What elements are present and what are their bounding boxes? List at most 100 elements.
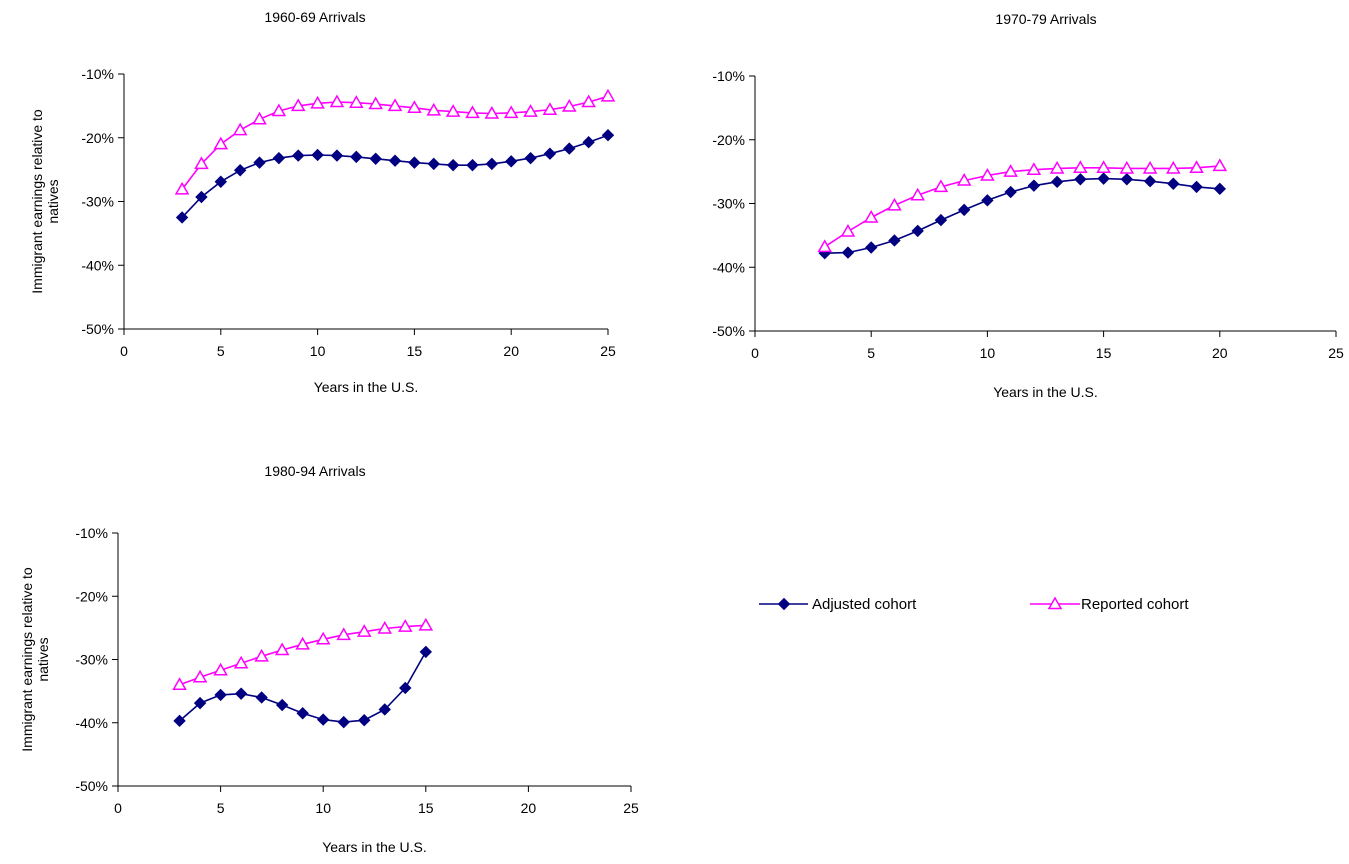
adjusted-point — [296, 707, 309, 720]
reported-point — [1119, 160, 1135, 174]
reported-point — [290, 98, 306, 112]
reported-point — [980, 167, 995, 181]
x-tick-label: 5 — [867, 345, 875, 361]
reported-point — [310, 95, 325, 109]
x-tick-label: 25 — [600, 343, 616, 359]
adjusted-point — [388, 154, 402, 167]
x-tick-label: 20 — [1212, 345, 1228, 361]
y-tick-label: -40% — [81, 257, 114, 273]
legend-reported-label: Reported cohort — [1081, 596, 1189, 613]
adjusted-point — [1004, 185, 1017, 199]
adjusted-point — [934, 213, 948, 227]
reported-point — [407, 100, 422, 114]
y-axis-label: Immigrant earnings relative tonatives — [19, 567, 51, 752]
reported-point — [252, 111, 267, 125]
legend-reported-marker — [1047, 596, 1063, 610]
adjusted-point — [1167, 177, 1180, 190]
x-tick-label: 25 — [623, 800, 639, 816]
y-axis-label: Immigrant earnings relative tonatives — [29, 109, 61, 294]
reported-point — [1166, 160, 1181, 174]
adjusted-point — [582, 136, 595, 149]
adjusted-point — [173, 714, 186, 728]
adjusted-point — [175, 211, 189, 224]
adjusted-point — [292, 149, 305, 162]
adjusted-series-line — [181, 134, 609, 218]
reported-point — [561, 99, 577, 112]
reported-point — [397, 619, 413, 632]
adjusted-point — [311, 148, 324, 162]
reported-point — [484, 106, 500, 119]
x-tick-label: 10 — [980, 345, 996, 361]
adjusted-point — [272, 151, 286, 165]
y-tick-label: -30% — [75, 652, 108, 668]
adjusted-point — [427, 157, 440, 171]
reported-point — [254, 648, 269, 662]
reported-point — [172, 677, 187, 691]
adjusted-point — [485, 157, 499, 171]
reported-series-line — [824, 165, 1220, 248]
reported-point — [910, 187, 925, 201]
reported-point — [1049, 160, 1065, 174]
adjusted-point — [214, 688, 227, 702]
x-tick-label: 5 — [217, 343, 225, 359]
reported-point — [349, 95, 364, 108]
adjusted-point — [233, 164, 247, 177]
adjusted-point — [504, 155, 518, 168]
y-tick-label: -50% — [81, 321, 114, 337]
x-axis-label: Years in the U.S. — [322, 839, 427, 855]
reported-point — [315, 631, 331, 645]
x-tick-label: 10 — [315, 800, 331, 816]
adjusted-point — [1050, 175, 1064, 189]
reported-series-line — [179, 624, 426, 686]
y-tick-label: -10% — [75, 525, 108, 541]
reported-point — [1026, 162, 1042, 175]
reported-point — [213, 662, 228, 676]
adjusted-point — [888, 234, 901, 247]
reported-point — [192, 669, 208, 683]
reported-point — [274, 642, 290, 656]
adjusted-point — [864, 241, 878, 254]
y-tick-label: -50% — [75, 778, 108, 794]
reported-point — [329, 94, 345, 108]
adjusted-point — [255, 691, 268, 704]
y-tick-label: -40% — [75, 715, 108, 731]
y-tick-label: -10% — [712, 68, 745, 84]
reported-point — [1142, 160, 1158, 174]
reported-point — [336, 627, 352, 641]
reported-point — [933, 179, 949, 193]
x-tick-label: 15 — [407, 343, 423, 359]
reported-point — [1003, 164, 1018, 177]
reported-point — [1073, 160, 1088, 174]
adjusted-point — [957, 203, 971, 217]
adjusted-point — [408, 156, 421, 169]
adjusted-point — [193, 696, 207, 710]
adjusted-point — [1143, 174, 1157, 188]
reported-point — [387, 98, 403, 112]
reported-point — [1212, 158, 1228, 172]
reported-point — [426, 102, 442, 116]
reported-point — [581, 94, 596, 108]
x-tick-label: 20 — [503, 343, 519, 359]
reported-point — [542, 102, 558, 115]
adjusted-point — [350, 150, 363, 164]
reported-point — [295, 636, 310, 650]
adjusted-point — [1027, 179, 1041, 192]
legend-adjusted-label: Adjusted cohort — [812, 596, 917, 613]
x-tick-label: 0 — [114, 800, 122, 816]
adjusted-point — [1213, 182, 1227, 196]
reported-point — [213, 136, 229, 150]
x-axis-label: Years in the U.S. — [993, 384, 1098, 400]
adjusted-point — [1097, 172, 1110, 185]
x-tick-label: 0 — [751, 345, 759, 361]
adjusted-point — [1074, 173, 1087, 186]
legend: Adjusted cohort Reported cohort — [759, 596, 1189, 613]
reported-point — [233, 655, 249, 669]
reported-point — [1096, 160, 1111, 174]
adjusted-point — [214, 175, 228, 188]
reported-point — [863, 210, 879, 223]
adjusted-point — [524, 151, 537, 165]
reported-point — [368, 96, 383, 110]
x-axis-label: Years in the U.S. — [314, 379, 419, 395]
